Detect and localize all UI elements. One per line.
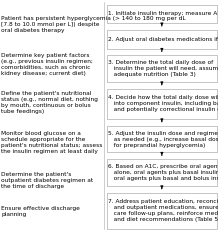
Text: 3. Determine the total daily dose of
   insulin the patient will need, assuming
: 3. Determine the total daily dose of ins… [108,60,218,77]
Text: 6. Based on A1C, prescribe oral agents
   alone, oral agents plus basal insulin,: 6. Based on A1C, prescribe oral agents a… [108,164,218,181]
FancyBboxPatch shape [107,126,217,152]
Text: 5. Adjust the insulin dose and regimen
   as needed (e.g., increase basal dose
 : 5. Adjust the insulin dose and regimen a… [108,131,218,148]
Text: 7. Address patient education, reconcile inpatient
   and outpatient medications,: 7. Address patient education, reconcile … [108,199,218,222]
FancyBboxPatch shape [107,55,217,82]
FancyBboxPatch shape [107,5,217,23]
Text: Determine the patient's
outpatient diabetes regimen at
the time of discharge: Determine the patient's outpatient diabe… [1,172,93,189]
Text: Patient has persistent hyperglycemia (> 140 to 180 mg per dL
[7.8 to 10.0 mmol p: Patient has persistent hyperglycemia (> … [1,16,186,33]
FancyBboxPatch shape [107,193,217,229]
FancyBboxPatch shape [107,89,217,119]
Text: Ensure effective discharge
planning: Ensure effective discharge planning [1,206,80,217]
Text: Monitor blood glucose on a
schedule appropriate for the
patient's nutritional st: Monitor blood glucose on a schedule appr… [1,131,102,154]
FancyBboxPatch shape [107,159,217,186]
Text: 2. Adjust oral diabetes medications if necessary: 2. Adjust oral diabetes medications if n… [108,37,218,42]
Text: 1. Initiate insulin therapy; measure A1C: 1. Initiate insulin therapy; measure A1C [108,11,218,16]
FancyBboxPatch shape [107,30,217,49]
Text: Determine key patient factors
(e.g., previous insulin regimen;
comorbidities, su: Determine key patient factors (e.g., pre… [1,53,93,76]
Text: Define the patient's nutritional
status (e.g., normal diet, nothing
by mouth, co: Define the patient's nutritional status … [1,91,98,114]
Text: 4. Decide how the total daily dose will be divided
   into component insulin, in: 4. Decide how the total daily dose will … [108,95,218,112]
